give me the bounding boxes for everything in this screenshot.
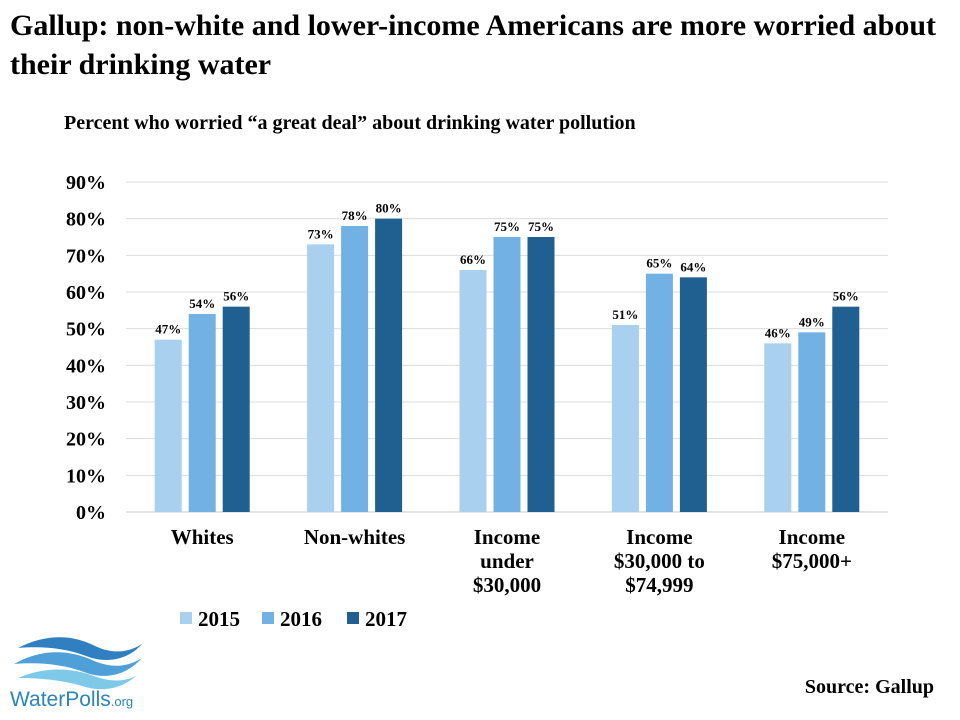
bar: [527, 237, 555, 512]
bar: [611, 325, 639, 512]
x-tick-label: Whites: [171, 525, 234, 549]
data-label: 75%: [494, 219, 520, 234]
data-label: 80%: [376, 201, 402, 216]
y-tick-label: 20%: [66, 429, 106, 451]
bar: [645, 273, 673, 512]
data-label: 54%: [189, 296, 215, 311]
data-label: 65%: [646, 256, 672, 271]
data-label: 78%: [342, 208, 368, 223]
logo-name: WaterPolls: [10, 688, 111, 711]
bar: [222, 306, 250, 512]
logo-wordmark: WaterPolls.org: [10, 688, 133, 712]
data-label: 75%: [528, 219, 554, 234]
waterpolls-logo-icon: [14, 637, 142, 690]
data-label: 64%: [680, 259, 706, 274]
chart-title: Gallup: non-white and lower-income Ameri…: [10, 9, 937, 81]
bar: [798, 332, 826, 512]
y-tick-label: 50%: [66, 319, 106, 341]
data-label: 47%: [155, 322, 181, 337]
chart-subtitle: Percent who worried “a great deal” about…: [64, 112, 636, 134]
y-tick-label: 30%: [66, 392, 106, 414]
bar: [764, 343, 792, 512]
bar: [375, 218, 403, 512]
source-note: Source: Gallup: [804, 676, 934, 698]
x-tick-label: Income: [474, 525, 541, 549]
y-tick-label: 10%: [66, 465, 106, 487]
y-tick-label: 90%: [66, 172, 106, 194]
legend-label: 2016: [280, 607, 322, 631]
bar: [679, 277, 707, 512]
legend-swatch: [262, 612, 274, 624]
data-label: 56%: [833, 289, 859, 304]
bar: [341, 226, 369, 512]
x-tick-label: $74,999: [625, 573, 693, 597]
y-tick-label: 40%: [66, 355, 106, 377]
y-tick-label: 80%: [66, 209, 106, 231]
data-label: 66%: [460, 252, 486, 267]
bar: [307, 244, 335, 513]
legend-swatch: [180, 612, 192, 624]
x-tick-label: $30,000: [473, 573, 541, 597]
data-label: 56%: [223, 289, 249, 304]
bar: [493, 237, 521, 512]
x-tick-label: under: [480, 549, 534, 573]
data-label: 73%: [308, 226, 334, 241]
data-label: 51%: [612, 307, 638, 322]
legend-swatch: [347, 612, 359, 624]
y-tick-label: 60%: [66, 282, 106, 304]
x-tick-label: $75,000+: [772, 549, 852, 573]
bar: [459, 270, 487, 512]
y-tick-label: 70%: [66, 245, 106, 267]
bar: [832, 306, 860, 512]
logo-suffix: .org: [110, 694, 134, 709]
x-tick-label: $30,000 to: [614, 549, 705, 573]
data-label: 49%: [799, 314, 825, 329]
legend-label: 2017: [365, 607, 407, 631]
bar: [188, 314, 216, 512]
bar: [154, 339, 182, 512]
legend-label: 2015: [198, 607, 240, 631]
data-label: 46%: [765, 325, 791, 340]
x-tick-label: Non-whites: [304, 525, 406, 549]
x-tick-label: Income: [779, 525, 846, 549]
x-tick-label: Income: [626, 525, 693, 549]
y-tick-label: 0%: [76, 502, 106, 524]
